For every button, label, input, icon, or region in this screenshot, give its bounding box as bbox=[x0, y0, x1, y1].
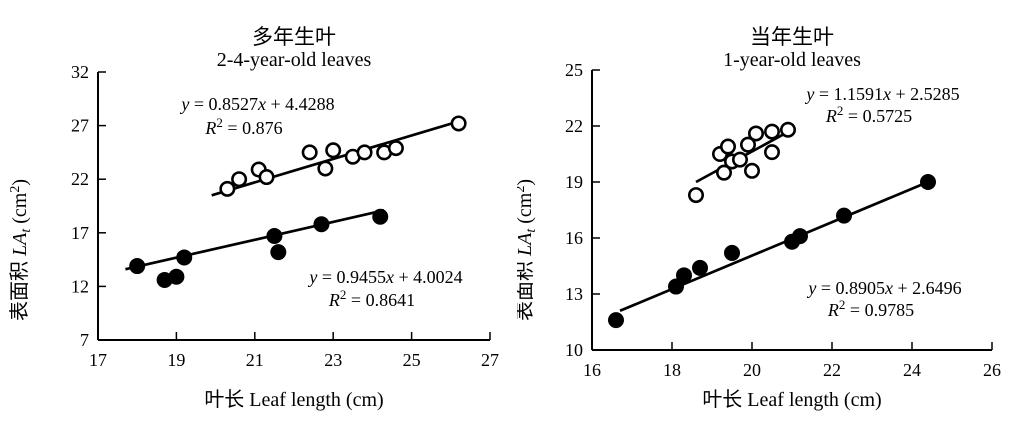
data-point-open-circle bbox=[219, 180, 236, 197]
x-tick-label: 24 bbox=[903, 360, 921, 380]
data-point-open-circle bbox=[450, 115, 467, 132]
data-point-open-circle bbox=[317, 160, 334, 177]
data-point-filled-circle bbox=[668, 278, 684, 295]
x-axis-title: 叶长 Leaf length (cm) bbox=[204, 388, 383, 411]
x-tick-label: 19 bbox=[167, 350, 185, 370]
data-point-filled-circle bbox=[372, 208, 389, 225]
y-tick-label: 27 bbox=[71, 116, 89, 136]
regression-r-squared: R2 = 0.5725 bbox=[825, 103, 912, 126]
x-tick-label: 22 bbox=[823, 360, 841, 380]
data-point-open-circle bbox=[688, 187, 705, 204]
x-tick-label: 17 bbox=[89, 350, 107, 370]
data-point-open-circle bbox=[387, 140, 404, 157]
data-point-filled-circle bbox=[724, 244, 740, 261]
y-tick-label: 13 bbox=[565, 284, 583, 304]
data-point-open-circle bbox=[764, 123, 781, 140]
y-axis-title: 表面积 LAt (cm2) bbox=[8, 179, 34, 321]
y-tick-label: 25 bbox=[565, 60, 583, 80]
x-tick-label: 16 bbox=[583, 360, 601, 380]
data-point-filled-circle bbox=[920, 174, 936, 190]
chart-title-zh: 当年生叶 bbox=[750, 25, 834, 49]
data-point-open-circle bbox=[764, 144, 781, 161]
data-point-filled-circle bbox=[168, 268, 185, 285]
regression-equation: y = 0.8527x + 4.4288 bbox=[179, 94, 334, 114]
x-axis-title: 叶长 Leaf length (cm) bbox=[702, 388, 881, 411]
y-tick-label: 16 bbox=[565, 228, 583, 248]
y-tick-label: 10 bbox=[565, 340, 583, 360]
x-tick-label: 18 bbox=[663, 360, 681, 380]
data-point-filled-circle bbox=[676, 267, 692, 284]
data-point-open-circle bbox=[720, 138, 737, 155]
trendline-open bbox=[211, 118, 463, 197]
data-point-filled-circle bbox=[313, 216, 330, 233]
data-point-open-circle bbox=[779, 121, 796, 138]
data-point-filled-circle bbox=[836, 207, 852, 224]
y-tick-label: 22 bbox=[565, 116, 583, 136]
data-point-open-circle bbox=[716, 164, 733, 181]
regression-r-squared: R2 = 0.8641 bbox=[328, 287, 415, 310]
data-point-open-circle bbox=[258, 169, 275, 186]
x-tick-label: 23 bbox=[324, 350, 342, 370]
regression-equation: y = 0.8905x + 2.6496 bbox=[806, 278, 961, 298]
data-point-filled-circle bbox=[129, 258, 146, 275]
data-point-open-circle bbox=[744, 162, 761, 179]
x-tick-label: 20 bbox=[743, 360, 761, 380]
data-point-open-circle bbox=[231, 171, 248, 188]
regression-equation: y = 0.9455x + 4.0024 bbox=[307, 267, 462, 287]
y-tick-label: 32 bbox=[71, 62, 89, 82]
trendline-filled bbox=[125, 208, 385, 271]
data-point-filled-circle bbox=[608, 312, 624, 329]
data-point-filled-circle bbox=[176, 249, 193, 266]
data-point-open-circle bbox=[732, 151, 749, 168]
data-point-open-circle bbox=[740, 136, 757, 153]
y-tick-label: 7 bbox=[80, 330, 89, 350]
chart-title-zh: 多年生叶 bbox=[252, 25, 336, 49]
y-tick-label: 12 bbox=[71, 276, 89, 296]
x-tick-label: 21 bbox=[246, 350, 264, 370]
x-tick-label: 26 bbox=[983, 360, 1001, 380]
x-tick-label: 25 bbox=[403, 350, 421, 370]
data-point-open-circle bbox=[325, 142, 342, 159]
chart-title-en: 1-year-old leaves bbox=[723, 49, 861, 71]
chart-title-en: 2-4-year-old leaves bbox=[217, 49, 372, 71]
y-axis-title: 表面积 LAt (cm2) bbox=[517, 179, 539, 321]
regression-r-squared: R2 = 0.876 bbox=[204, 115, 282, 138]
data-point-filled-circle bbox=[270, 244, 287, 261]
regression-r-squared: R2 = 0.9785 bbox=[827, 297, 914, 320]
data-point-open-circle bbox=[748, 125, 765, 142]
data-point-open-circle bbox=[356, 144, 373, 161]
chart-perennial-leaves: 17 19 21 23 25 27 7 12 17 22 27 32 多年生叶2-4-year-old … bbox=[8, 25, 499, 411]
regression-equation: y = 1.1591x + 2.5285 bbox=[804, 84, 959, 104]
data-point-filled-circle bbox=[792, 228, 808, 245]
x-tick-label: 27 bbox=[481, 350, 499, 370]
y-tick-label: 17 bbox=[71, 223, 89, 243]
data-point-filled-circle bbox=[266, 228, 283, 245]
data-point-filled-circle bbox=[692, 259, 708, 276]
y-tick-label: 19 bbox=[565, 172, 583, 192]
y-tick-label: 22 bbox=[71, 169, 89, 189]
data-point-open-circle bbox=[301, 144, 318, 161]
